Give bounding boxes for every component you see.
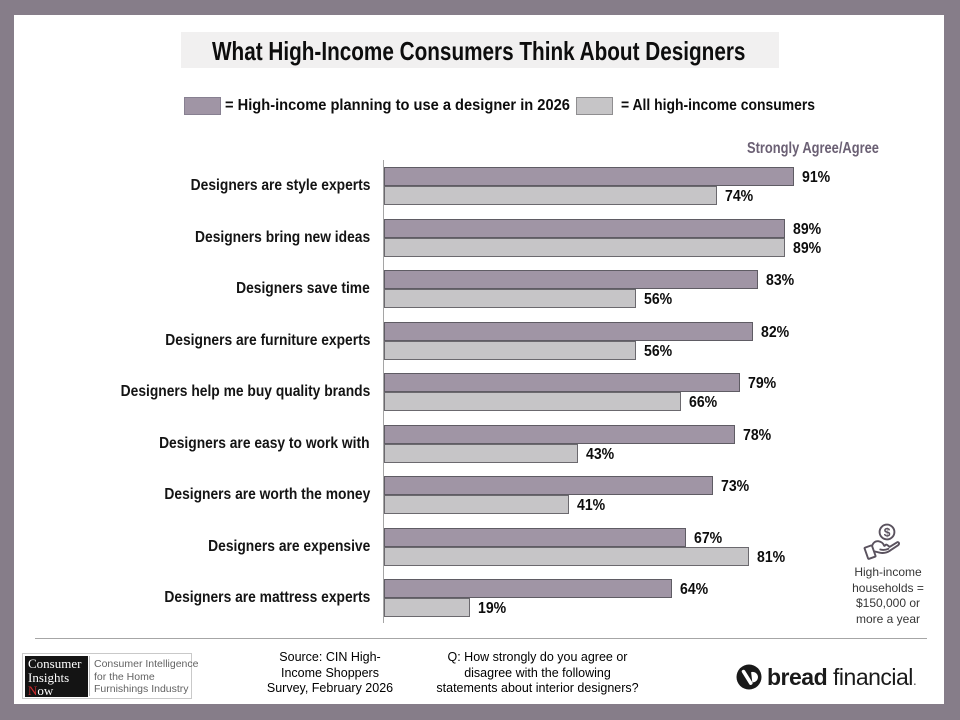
svg-text:$: $ bbox=[884, 525, 891, 539]
